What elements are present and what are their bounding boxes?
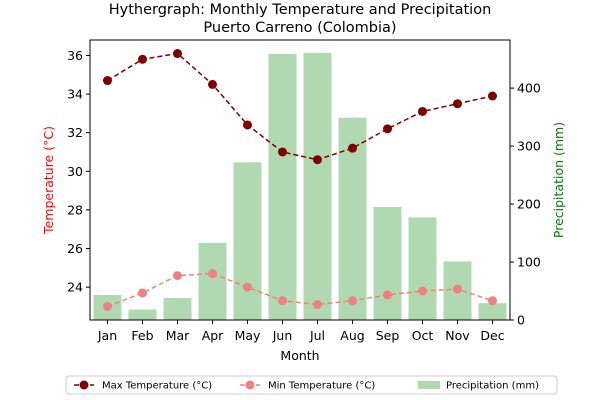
- max-temp-point-jun: [278, 147, 287, 157]
- chart-title-line-2: Puerto Carreno (Colombia): [203, 20, 396, 36]
- min-temp-point-mar: [173, 271, 182, 281]
- precipitation-bars: [93, 52, 507, 321]
- legend-min-temp-label: Min Temperature (°C): [268, 381, 375, 392]
- y-right-tick-label: 100: [517, 255, 541, 270]
- max-temp-point-oct: [418, 106, 427, 116]
- y-right-tick-label: 0: [517, 313, 525, 328]
- x-axis-label: Month: [280, 348, 319, 363]
- x-tick-label: Jan: [97, 328, 117, 343]
- y-left-tick-label: 34: [67, 87, 83, 102]
- y-left-tick-label: 32: [67, 125, 83, 140]
- axes: Jan Feb Mar Apr May Jun Jul Aug Sep Oct Nov Dec 24 26…: [67, 39, 541, 343]
- y-right-tick-label: 400: [517, 81, 541, 96]
- y-left-tick-label: 26: [67, 241, 83, 256]
- max-temp-line: [107, 52, 493, 161]
- precip-bar-dec: [478, 303, 507, 320]
- legend: Max Temperature (°C) Min Temperature (°C)…: [65, 375, 558, 395]
- y-left-tick-label: 24: [67, 280, 83, 295]
- x-tick-label: Sep: [376, 328, 400, 343]
- precip-bar-oct: [408, 217, 437, 320]
- max-temp-point-jul: [313, 155, 322, 165]
- max-temp-point-nov: [453, 99, 462, 109]
- precip-bar-apr: [198, 242, 227, 320]
- legend-max-temp-label: Max Temperature (°C): [102, 381, 212, 392]
- max-temp-point-dec: [488, 91, 497, 101]
- precip-bar-mar: [163, 297, 192, 320]
- min-temp-point-nov: [453, 284, 462, 294]
- y-left-tick-label: 36: [67, 48, 83, 63]
- x-tick-label: Jul: [309, 328, 325, 343]
- x-tick-label: Nov: [445, 328, 470, 343]
- max-temp-point-may: [243, 120, 252, 130]
- min-temp-point-sep: [383, 290, 392, 300]
- precip-bar-sep: [373, 206, 402, 320]
- plot-frame: [89, 39, 511, 321]
- x-tick-label: Dec: [480, 328, 504, 343]
- precip-bar-feb: [128, 309, 157, 320]
- x-tick-label: May: [235, 328, 261, 343]
- x-tick-label: Feb: [131, 328, 153, 343]
- min-temp-point-aug: [348, 296, 357, 306]
- max-temp-point-jan: [103, 76, 112, 86]
- x-tick-label: Jun: [272, 328, 293, 343]
- y-axis-right-label: Precipitation (mm): [551, 122, 566, 238]
- precip-bar-jul: [303, 52, 332, 320]
- x-tick-label: Oct: [412, 328, 434, 343]
- min-temp-point-feb: [138, 288, 147, 298]
- y-right-tick-label: 300: [517, 139, 541, 154]
- min-temp-point-may: [243, 282, 252, 292]
- legend-precip-swatch: [418, 381, 440, 389]
- max-temp-point-feb: [138, 54, 147, 64]
- min-temp-point-jul: [313, 300, 322, 310]
- legend-max-temp-marker: [79, 380, 89, 390]
- legend-box: [65, 375, 558, 395]
- chart-title-line-1: Hythergraph: Monthly Temperature and Pre…: [109, 2, 492, 18]
- min-temp-point-apr: [208, 269, 217, 279]
- precip-bar-may: [233, 162, 262, 320]
- legend-precip-label: Precipitation (mm): [446, 381, 539, 392]
- x-tick-label: Aug: [340, 328, 364, 343]
- x-tick-label: Mar: [166, 328, 190, 343]
- min-temp-point-oct: [418, 286, 427, 296]
- precip-bar-jun: [268, 53, 297, 320]
- max-temp-point-aug: [348, 143, 357, 153]
- y-left-tick-label: 30: [67, 164, 83, 179]
- min-temp-point-jan: [103, 301, 112, 311]
- max-temp-point-mar: [173, 49, 182, 59]
- x-tick-label: Apr: [202, 328, 224, 343]
- y-right-tick-label: 200: [517, 197, 541, 212]
- min-temp-line: [107, 272, 493, 308]
- temperature-lines: [103, 49, 497, 311]
- legend-min-temp-marker: [245, 380, 255, 390]
- min-temp-point-jun: [278, 296, 287, 306]
- y-axis-left-label: Temperature (°C): [41, 126, 56, 235]
- min-temp-point-dec: [488, 296, 497, 306]
- max-temp-point-apr: [208, 79, 217, 89]
- max-temp-point-sep: [383, 124, 392, 134]
- y-left-tick-label: 28: [67, 202, 83, 217]
